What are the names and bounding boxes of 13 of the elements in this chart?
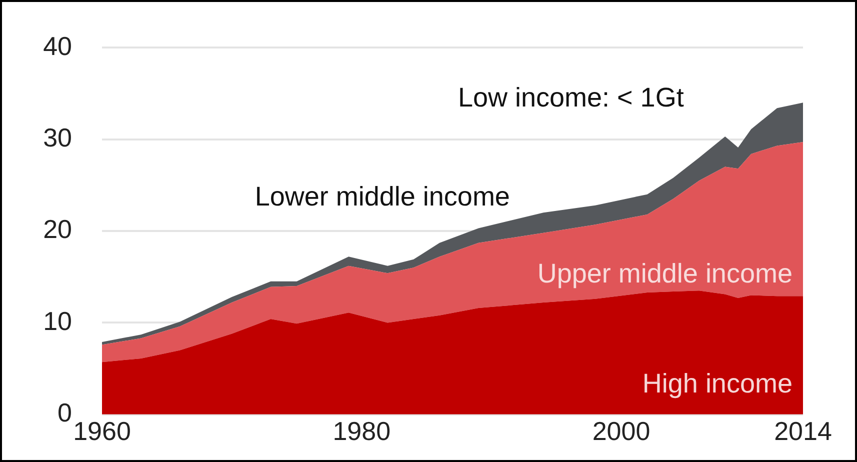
y-tick-label: 20 [43,214,72,244]
y-tick-label: 30 [43,122,72,152]
y-tick-label: 10 [43,306,72,336]
series-label: High income [642,368,792,399]
x-tick-label: 1960 [73,416,131,446]
annotation: Low income: < 1Gt [458,82,684,112]
y-tick-label: 0 [58,398,72,428]
series-label: Lower middle income [254,181,510,212]
x-tick-label: 1980 [332,416,391,446]
series-label: Upper middle income [537,258,792,288]
y-tick-label: 40 [43,30,72,61]
x-tick-label: 2000 [592,416,650,446]
x-tick-label: 2014 [774,416,832,446]
